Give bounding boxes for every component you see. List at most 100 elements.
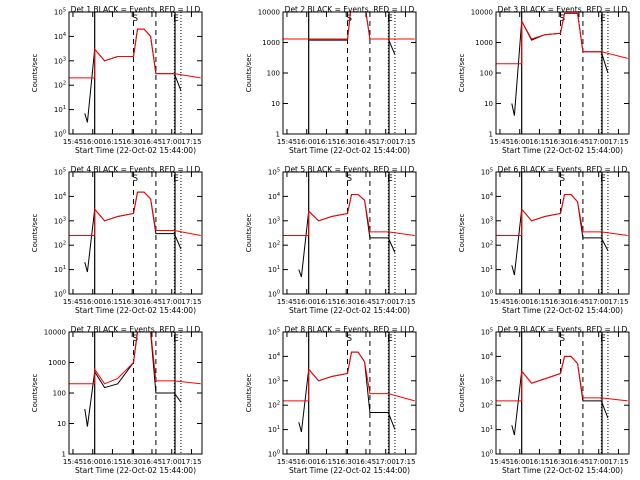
- x-tick-label: 16:30: [336, 298, 356, 306]
- marker-label-s: S: [132, 14, 138, 24]
- y-tick-label: 104: [54, 32, 66, 41]
- y-tick-label: 102: [268, 241, 280, 250]
- y-tick-label: 101: [481, 265, 493, 274]
- x-tick-label: 15:45: [277, 458, 297, 466]
- marker-label-e: E: [387, 334, 393, 344]
- x-tick-label: 15:45: [63, 138, 83, 146]
- x-tick-label: 17:15: [395, 138, 415, 146]
- y-axis-label: Counts/sec: [245, 214, 253, 253]
- panel-title: Det 2 BLACK = Events, RED = LLD: [285, 5, 415, 14]
- marker-label-s: S: [132, 334, 138, 344]
- marker-label-e: E: [173, 334, 179, 344]
- x-axis-label: Start Time (22-Oct-02 15:44:00): [502, 146, 623, 155]
- x-tick-label: 16:45: [356, 138, 376, 146]
- x-axis-label: Start Time (22-Oct-02 15:44:00): [289, 146, 410, 155]
- x-tick-label: 16:45: [356, 298, 376, 306]
- marker-label-e: E: [173, 14, 179, 24]
- x-tick-label: 16:15: [316, 298, 336, 306]
- x-axis-label: Start Time (22-Oct-02 15:44:00): [75, 306, 196, 315]
- x-tick-label: 15:45: [490, 138, 510, 146]
- y-tick-label: 105: [481, 168, 493, 177]
- x-tick-label: 16:15: [529, 138, 549, 146]
- y-tick-label: 103: [268, 376, 280, 385]
- y-tick-label: 104: [268, 352, 280, 361]
- y-tick-label: 100: [267, 70, 280, 78]
- x-tick-label: 17:15: [395, 298, 415, 306]
- x-tick-label: 17:00: [162, 138, 182, 146]
- x-tick-label: 16:30: [122, 458, 142, 466]
- y-tick-label: 1000: [48, 359, 66, 367]
- x-tick-label: 17:00: [376, 138, 396, 146]
- x-tick-label: 16:00: [297, 458, 317, 466]
- plot-frame: [282, 331, 417, 455]
- y-tick-label: 104: [481, 192, 493, 201]
- x-axis-label: Start Time (22-Oct-02 15:44:00): [75, 146, 196, 155]
- x-tick-label: 17:00: [376, 458, 396, 466]
- x-tick-label: 16:30: [122, 298, 142, 306]
- y-tick-label: 10: [271, 100, 280, 108]
- events-series-line: [298, 351, 396, 433]
- x-tick-label: 17:00: [162, 458, 182, 466]
- y-tick-label: 105: [481, 328, 493, 337]
- lld-series-line: [496, 194, 628, 236]
- plot-frame: [68, 11, 203, 135]
- x-tick-label: 17:00: [376, 298, 396, 306]
- x-tick-label: 17:00: [589, 298, 609, 306]
- plot-frame: [495, 331, 630, 455]
- x-tick-label: 17:15: [181, 298, 201, 306]
- x-tick-label: 16:15: [529, 458, 549, 466]
- x-tick-label: 16:00: [83, 458, 103, 466]
- x-tick-label: 15:45: [277, 298, 297, 306]
- y-tick-label: 1: [276, 131, 280, 139]
- marker-label-s: S: [346, 334, 352, 344]
- x-tick-label: 16:00: [297, 298, 317, 306]
- x-tick-label: 16:15: [529, 298, 549, 306]
- x-tick-label: 16:45: [142, 138, 162, 146]
- x-tick-label: 17:15: [608, 138, 628, 146]
- x-tick-label: 16:00: [510, 298, 530, 306]
- x-tick-label: 16:00: [510, 138, 530, 146]
- plot-frame: [68, 171, 203, 295]
- marker-label-e: E: [387, 14, 393, 24]
- x-axis-label: Start Time (22-Oct-02 15:44:00): [502, 466, 623, 475]
- plot-frame: [282, 171, 417, 295]
- y-tick-label: 10000: [258, 9, 280, 17]
- lld-series-line: [69, 28, 201, 79]
- y-tick-label: 1000: [475, 39, 493, 47]
- lld-series-line: [496, 355, 628, 402]
- events-series-line: [298, 194, 396, 278]
- y-tick-label: 103: [268, 216, 280, 225]
- y-tick-label: 104: [54, 192, 66, 201]
- y-tick-label: 102: [481, 401, 493, 410]
- y-axis-label: Counts/sec: [458, 54, 466, 93]
- x-tick-label: 16:00: [83, 138, 103, 146]
- x-tick-label: 16:00: [510, 458, 530, 466]
- x-tick-label: 16:30: [122, 138, 142, 146]
- y-tick-label: 103: [54, 56, 66, 65]
- x-tick-label: 16:45: [569, 458, 589, 466]
- x-tick-label: 16:45: [569, 298, 589, 306]
- y-tick-label: 100: [480, 70, 493, 78]
- marker-label-e: E: [387, 174, 393, 184]
- y-tick-label: 101: [54, 105, 66, 114]
- panel-title: Det 8 BLACK = Events, RED = LLD: [285, 325, 415, 334]
- y-tick-label: 102: [54, 241, 66, 250]
- x-axis-label: Start Time (22-Oct-02 15:44:00): [289, 306, 410, 315]
- events-series-line: [84, 332, 182, 427]
- marker-label-s: S: [346, 174, 352, 184]
- x-tick-label: 17:15: [181, 138, 201, 146]
- x-tick-label: 16:15: [102, 458, 122, 466]
- x-tick-label: 15:45: [63, 458, 83, 466]
- x-tick-label: 16:45: [142, 298, 162, 306]
- x-tick-label: 16:00: [297, 138, 317, 146]
- x-tick-label: 17:15: [181, 458, 201, 466]
- lld-series-line: [69, 332, 201, 385]
- x-tick-label: 17:00: [589, 138, 609, 146]
